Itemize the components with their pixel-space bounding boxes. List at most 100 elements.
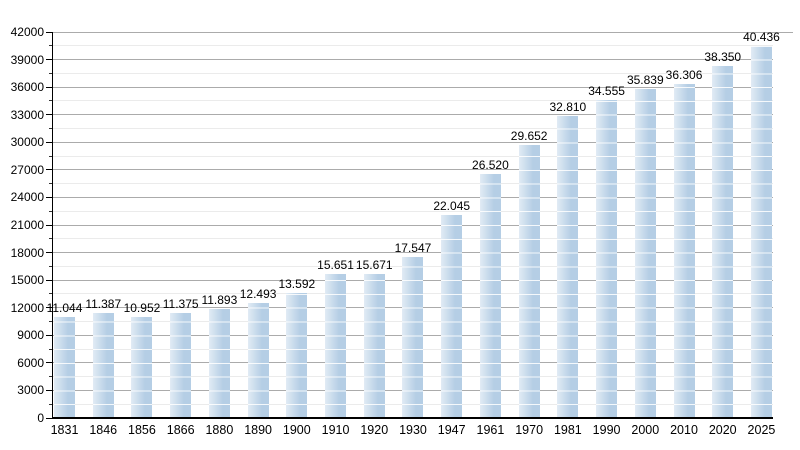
y-axis-tick-label: 36000 [10,80,44,95]
bar-value-label: 11.044 [46,300,83,315]
bar-value-label: 40.436 [743,30,780,45]
y-axis-minor-tick [49,293,52,295]
gridline-major [52,114,773,116]
y-axis-minor-tick [49,45,52,47]
x-axis-tick-label: 1856 [128,423,156,437]
bar-value-label: 11.893 [201,292,238,307]
gridline-major [52,59,773,61]
y-axis-minor-tick [49,72,52,74]
bar [54,316,75,418]
x-axis-tick-label: 2025 [747,423,776,437]
y-axis-tick-label: 3000 [17,383,44,398]
x-axis-tick-label: 1981 [553,423,582,437]
bar [92,313,114,418]
bar [596,100,618,418]
gridline-minor [52,72,773,74]
bar-value-label: 11.387 [85,297,122,312]
bar-value-label: 10.952 [123,301,161,316]
y-axis-major-tick [46,417,52,419]
y-axis-minor-tick [49,403,52,405]
bar [208,308,230,418]
bar-value-label: 11.375 [162,297,199,312]
gridline-major [52,86,773,88]
y-axis-major-tick [46,279,52,281]
y-axis-major-tick [46,334,52,336]
y-axis-major-tick [46,224,52,226]
gridline-major [52,196,773,198]
y-axis-tick-label: 18000 [10,245,44,260]
gridline-minor [52,210,773,212]
gridline-major [52,224,773,226]
y-axis-tick-label: 6000 [17,355,44,370]
gridline-major [52,31,793,33]
x-axis-tick-label: 2010 [670,423,698,437]
y-axis-minor-tick [49,321,52,322]
gridline-major [52,141,773,143]
bar [402,256,424,418]
bar [634,88,656,418]
bar-value-label: 15.671 [355,257,393,272]
y-axis-tick-label: 21000 [10,218,44,232]
bar-value-label: 13.592 [278,277,316,292]
x-axis-tick-label: 1831 [50,423,79,437]
y-axis-tick-label: 9000 [17,328,44,343]
bar [712,65,734,418]
bar [750,46,772,418]
x-axis-tick-label: 2000 [631,423,660,437]
y-axis-major-tick [46,169,52,171]
y-axis-minor-tick [49,128,52,129]
y-axis-minor-tick [49,100,52,102]
y-axis-major-tick [46,114,52,116]
gridline-minor [52,183,773,185]
y-axis-tick-label: 33000 [10,107,44,122]
y-axis-major-tick [46,196,52,198]
y-axis-major-tick [46,31,52,33]
y-axis-minor-tick [49,155,52,157]
x-axis-tick-label: 1920 [360,423,389,437]
bar [363,273,385,418]
bar [441,215,463,418]
bar-value-label: 32.810 [549,100,587,115]
bar [131,317,153,418]
x-axis-tick-label: 1947 [437,423,466,437]
x-axis-tick-label: 2020 [708,423,737,437]
y-axis-tick-label: 12000 [10,300,44,315]
y-axis-tick-label: 39000 [10,52,44,67]
bar [673,84,695,418]
y-axis-minor-tick [49,210,52,212]
y-axis-tick-label: 30000 [10,135,44,150]
gridline-minor [52,128,773,129]
y-axis-minor-tick [49,238,52,240]
x-axis-tick-label: 1890 [244,423,272,437]
x-axis-tick-label: 1990 [592,423,621,437]
y-axis-line [52,32,53,418]
bar-value-label: 12.493 [239,287,277,302]
x-axis-tick-label: 1866 [166,423,195,437]
y-axis-tick-label: 42000 [10,25,44,39]
x-axis-tick-label: 1930 [399,423,427,437]
gridline-minor [52,100,773,102]
bar-value-label: 34.555 [588,84,625,99]
x-axis-tick-label: 1970 [515,423,544,437]
y-axis-minor-tick [49,348,52,350]
gridline-minor [52,238,773,240]
y-axis-tick-label: 27000 [10,162,44,177]
y-axis-major-tick [46,362,52,364]
x-axis-tick-label: 1880 [205,423,234,437]
bar [479,174,501,418]
bar-value-label: 29.652 [510,129,548,144]
bar-value-label: 26.520 [472,158,509,173]
y-axis-minor-tick [49,183,52,185]
x-axis-tick-label: 1961 [476,423,505,437]
bar [286,293,308,418]
x-axis-tick-label: 1900 [282,423,311,437]
bar-value-label: 38.350 [704,49,742,64]
y-axis-major-tick [46,141,52,143]
y-axis-tick-label: 24000 [10,190,44,205]
gridline-minor [52,45,773,47]
y-axis-major-tick [46,307,52,309]
x-axis-tick-label: 1846 [89,423,118,437]
bar-value-label: 36.306 [665,68,703,83]
y-axis-major-tick [46,59,52,61]
